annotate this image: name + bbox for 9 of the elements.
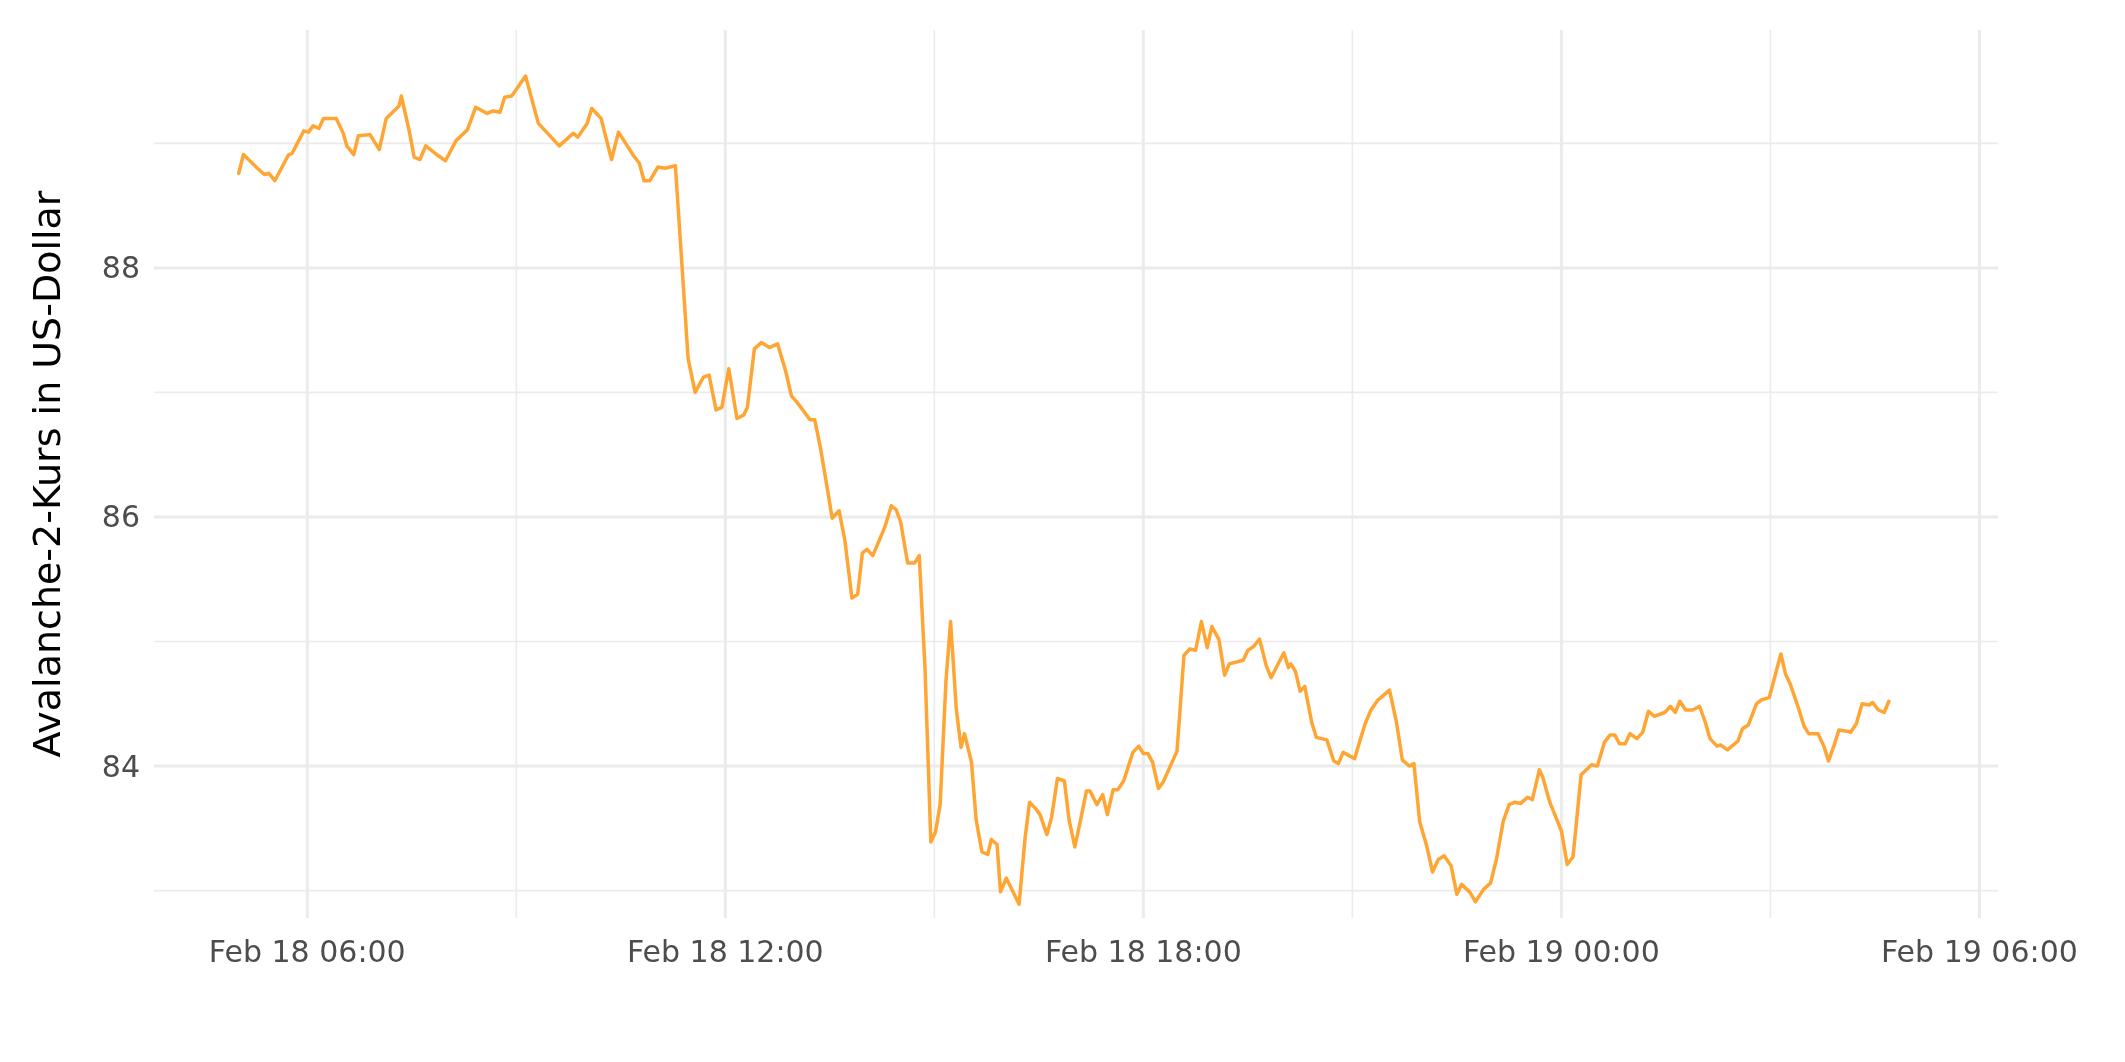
- x-tick-label: Feb 18 06:00: [208, 934, 406, 969]
- x-tick-label: Feb 19 06:00: [1881, 934, 2078, 969]
- y-tick-label: 86: [101, 499, 140, 535]
- x-tick-label: Feb 18 18:00: [1044, 934, 1242, 969]
- y-tick-label: 84: [101, 748, 140, 784]
- y-axis-title: Avalanche-2-Kurs in US-Dollar: [25, 190, 69, 758]
- y-tick-label: 88: [101, 250, 140, 286]
- x-tick-label: Feb 19 00:00: [1462, 934, 1660, 969]
- x-tick-label: Feb 18 12:00: [626, 934, 824, 969]
